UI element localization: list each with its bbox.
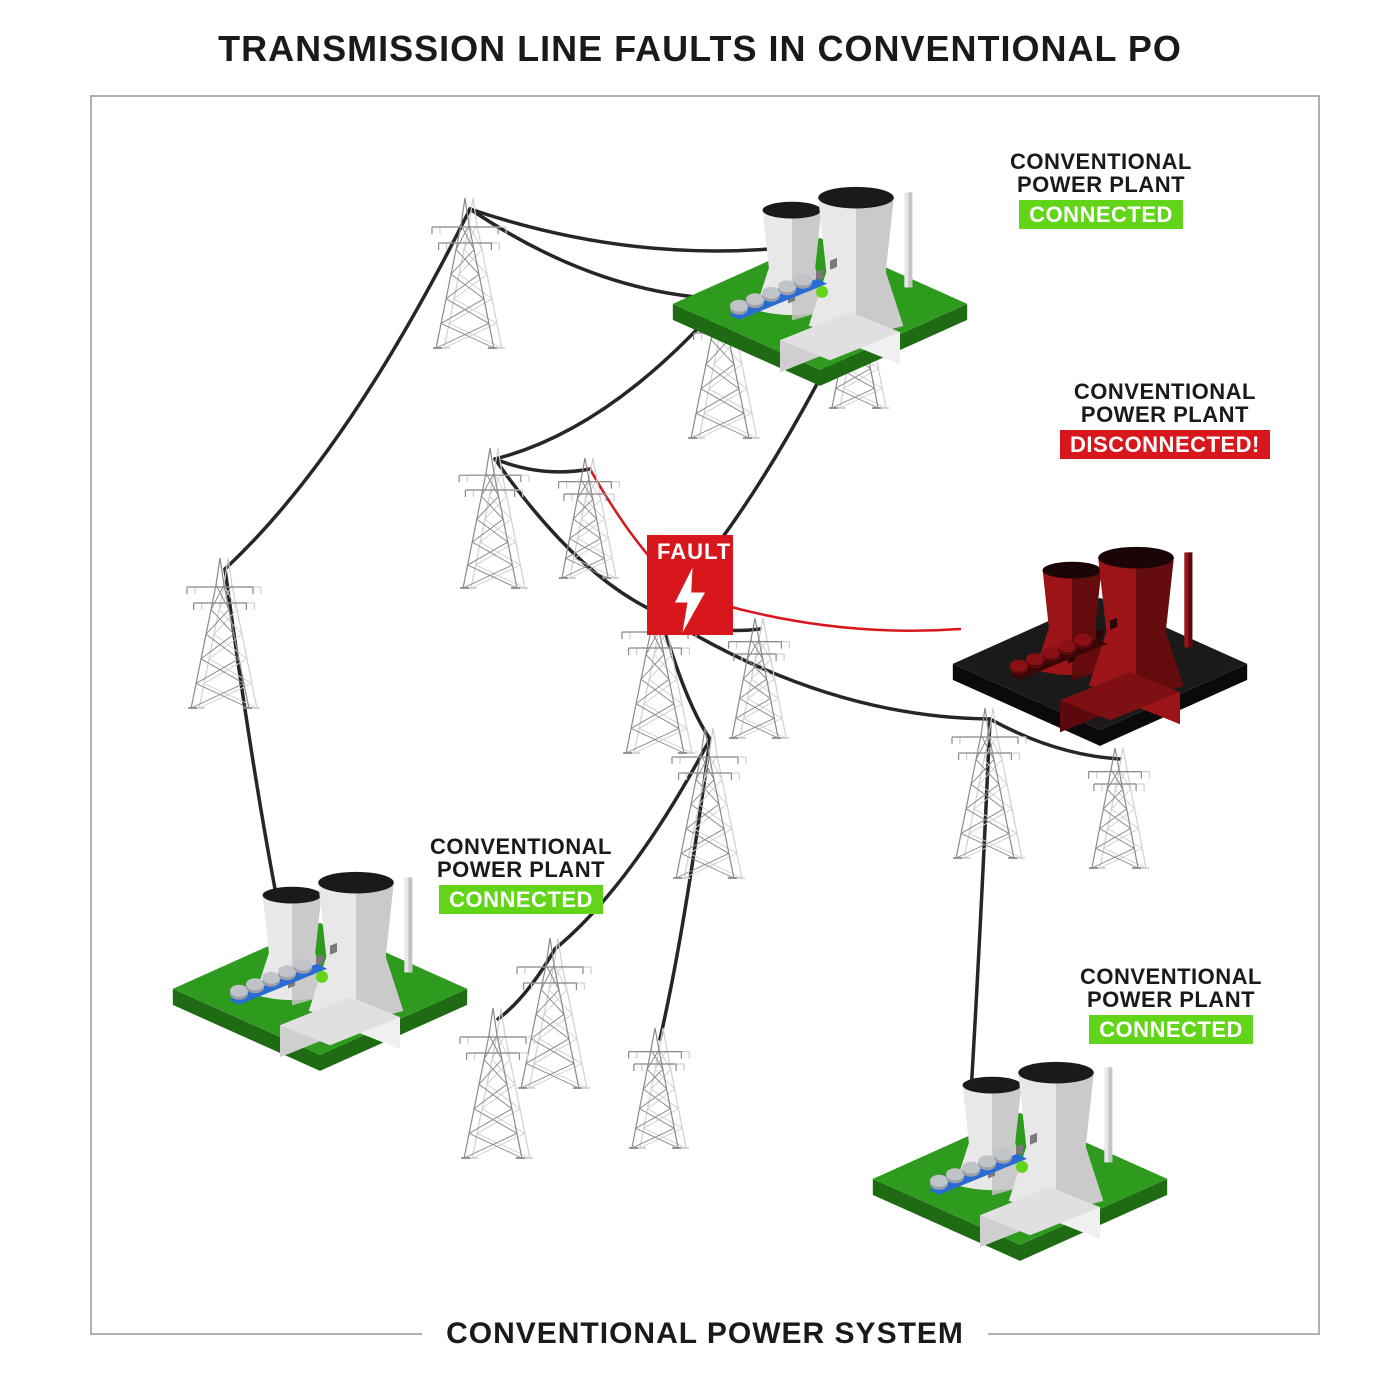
- diagram-canvas: CONVENTIONAL POWER PLANT CONNECTED CONVE…: [90, 95, 1320, 1335]
- transmission-tower: [507, 936, 604, 1095]
- power-plant-disconnected: [940, 528, 1260, 753]
- fault-badge: FAULT: [647, 535, 733, 635]
- transmission-tower: [662, 726, 759, 885]
- plant-name-line2: POWER PLANT: [1080, 988, 1262, 1011]
- status-badge: CONNECTED: [1089, 1015, 1253, 1044]
- power-plant-label: CONVENTIONAL POWER PLANT CONNECTED: [1010, 150, 1192, 229]
- power-plant-connected: [860, 1043, 1180, 1268]
- transmission-tower: [450, 446, 541, 595]
- page-title: TRANSMISSION LINE FAULTS IN CONVENTIONAL…: [0, 0, 1400, 70]
- plant-name-line1: CONVENTIONAL: [1010, 150, 1192, 173]
- status-badge: CONNECTED: [1019, 200, 1183, 229]
- plant-name-line1: CONVENTIONAL: [1060, 380, 1270, 403]
- transmission-tower: [1080, 746, 1160, 875]
- status-badge: CONNECTED: [439, 885, 603, 914]
- power-plant-connected: [660, 168, 980, 393]
- status-badge: DISCONNECTED!: [1060, 430, 1270, 459]
- transmission-tower: [422, 196, 519, 355]
- plant-name-line2: POWER PLANT: [1010, 173, 1192, 196]
- transmission-tower: [550, 456, 630, 585]
- plant-name-line1: CONVENTIONAL: [1080, 965, 1262, 988]
- plant-name-line2: POWER PLANT: [1060, 403, 1270, 426]
- plant-name-line2: POWER PLANT: [430, 858, 612, 881]
- transmission-tower: [620, 1026, 700, 1155]
- power-plant-label: CONVENTIONAL POWER PLANT DISCONNECTED!: [1060, 380, 1270, 459]
- power-plant-label: CONVENTIONAL POWER PLANT CONNECTED: [430, 835, 612, 914]
- transmission-tower: [177, 556, 274, 715]
- plant-name-line1: CONVENTIONAL: [430, 835, 612, 858]
- fault-label: FAULT: [647, 535, 733, 565]
- power-plant-label: CONVENTIONAL POWER PLANT CONNECTED: [1080, 965, 1262, 1044]
- lightning-icon: [647, 565, 733, 646]
